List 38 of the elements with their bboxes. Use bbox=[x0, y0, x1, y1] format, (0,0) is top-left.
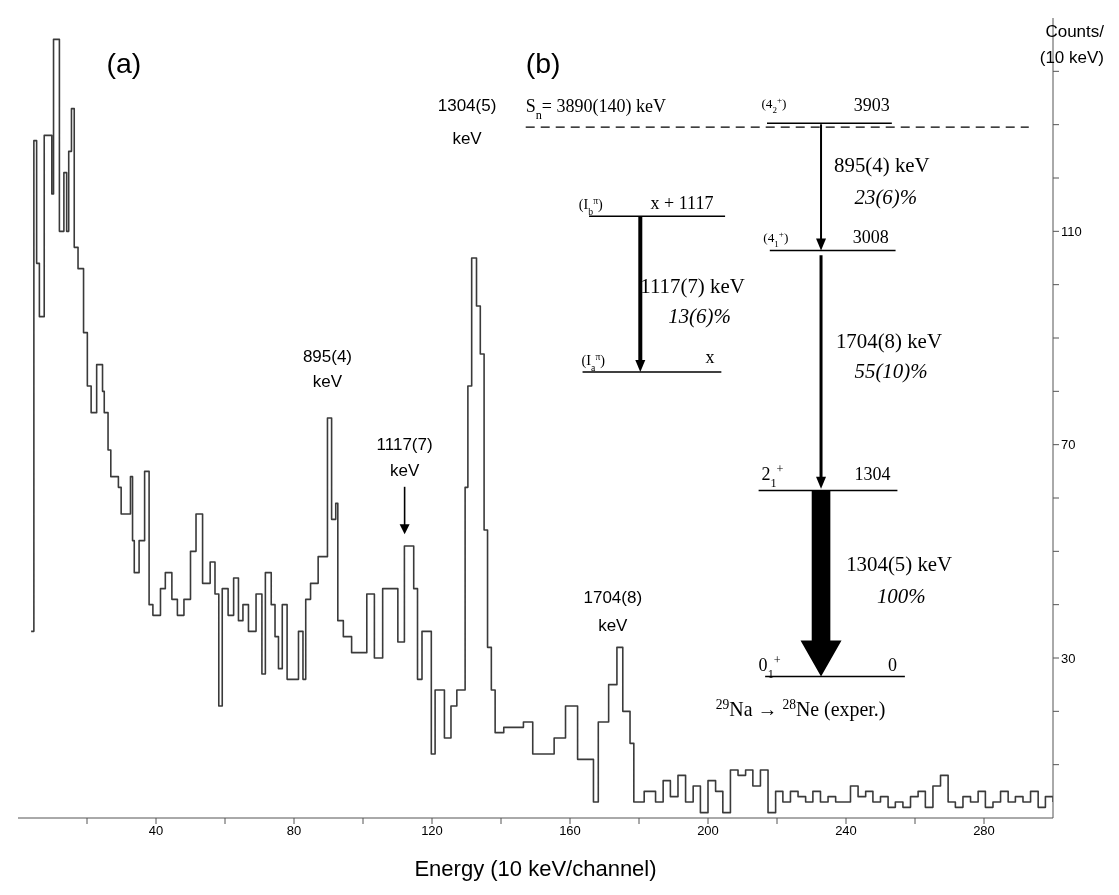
x-tick-label: 280 bbox=[973, 823, 995, 839]
annotation: 3903 bbox=[853, 95, 890, 115]
x-tick-label: 80 bbox=[286, 823, 302, 839]
annotation: (4$_{2}$$^{+}$) bbox=[761, 95, 787, 116]
annotation: 1117(7) keV bbox=[376, 434, 433, 481]
annotation: 895(4) keV bbox=[834, 152, 930, 177]
x-tick-label: 240 bbox=[835, 823, 857, 839]
annotation: 1304(5) keV bbox=[846, 552, 953, 577]
annotation: (a) bbox=[106, 47, 142, 80]
annotation: x + 1117 bbox=[650, 192, 714, 213]
x-axis-title: Energy (10 keV/channel) bbox=[414, 856, 657, 881]
y-axis-title: Counts/ (10 keV) bbox=[1039, 21, 1105, 67]
annotation: $^{29}$Na → $^{28}$Ne (exper.) bbox=[715, 696, 886, 721]
annotation: 55(10)% bbox=[854, 358, 928, 383]
y-tick-label: 70 bbox=[1061, 437, 1076, 453]
annotation: 3008 bbox=[852, 226, 889, 247]
annotation: 23(6)% bbox=[854, 185, 918, 209]
annotation: 13(6)% bbox=[668, 303, 731, 328]
annotation: 895(4) keV bbox=[302, 346, 353, 392]
annotation: 1704(8) keV bbox=[835, 329, 942, 354]
x-tick-label: 40 bbox=[148, 823, 164, 839]
annotation: 1117(7) keV bbox=[640, 274, 745, 299]
annotation: 1304(5) keV bbox=[437, 95, 497, 149]
x-tick-label: 160 bbox=[559, 823, 581, 839]
annotation: (I$_{a}$$^{π}$) bbox=[581, 350, 606, 373]
annotation: (b) bbox=[525, 47, 561, 80]
annotation: 100% bbox=[876, 583, 926, 608]
annotation: x bbox=[705, 347, 715, 368]
y-tick-label: 30 bbox=[1061, 650, 1076, 666]
y-tick-label: 110 bbox=[1061, 223, 1082, 239]
annotation: 0 bbox=[888, 654, 898, 675]
annotation: S$_{n}$= 3890(140) keV bbox=[525, 95, 667, 122]
annotation: (4$_{1}$$^{+}$) bbox=[763, 228, 789, 249]
annotation: 1304 bbox=[854, 464, 891, 485]
x-tick-label: 200 bbox=[697, 823, 719, 839]
x-tick-label: 120 bbox=[421, 823, 443, 839]
annotation: (I$_{b}$$^{π}$) bbox=[578, 194, 604, 217]
annotation: 1704(8) keV bbox=[583, 587, 643, 636]
